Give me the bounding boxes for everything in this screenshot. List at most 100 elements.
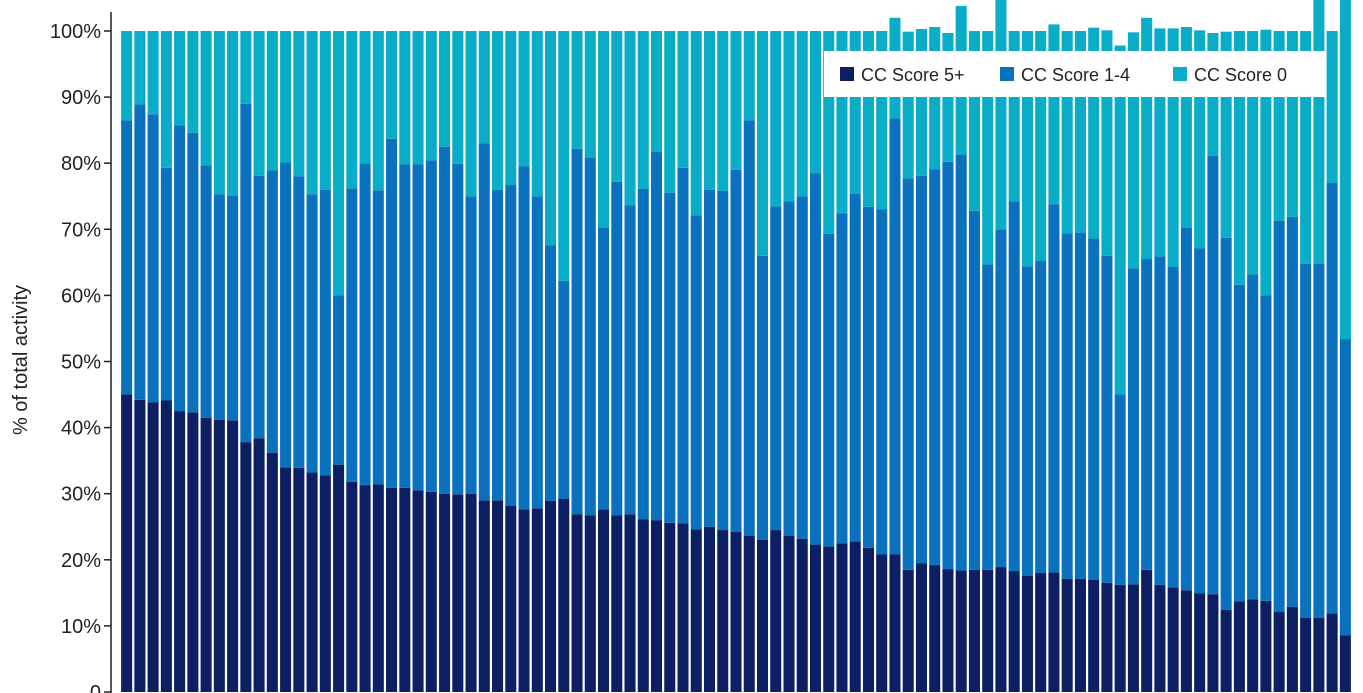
bar-segment-3-90 — [1300, 31, 1312, 264]
bar-segment-1-70 — [1035, 573, 1047, 692]
bar-segment-2-66 — [982, 264, 994, 570]
bar-segment-2-77 — [1127, 268, 1139, 585]
bar-segment-2-39 — [624, 205, 636, 515]
bar-segment-2-49 — [756, 255, 769, 540]
bar-segment-3-41 — [650, 31, 663, 152]
bar-segment-1-16 — [319, 475, 331, 692]
bar-segment-3-5 — [174, 31, 186, 126]
bar-segment-2-5 — [174, 125, 186, 412]
bar-segment-1-90 — [1300, 617, 1312, 692]
bar-segment-2-74 — [1088, 238, 1100, 580]
bar-segment-1-76 — [1114, 584, 1126, 692]
bar-segment-3-70 — [1035, 31, 1047, 262]
bar-segment-2-45 — [703, 189, 716, 527]
bar-segment-3-84 — [1220, 31, 1232, 238]
bar-segment-1-8 — [213, 419, 225, 692]
axes-layer: 0 10% 20% 30% 40% 50% 60% 70% 80% 90% 100% — [50, 12, 112, 693]
bar-segment-3-51 — [783, 31, 795, 202]
y-tick-label: 40% — [61, 418, 101, 440]
bar-segment-3-40 — [637, 31, 649, 189]
bar-segment-3-35 — [571, 31, 583, 149]
bar-segment-3-73 — [1074, 31, 1086, 233]
bar-segment-2-64 — [955, 154, 967, 571]
bar-segment-3-15 — [306, 31, 318, 195]
bar-segment-3-77 — [1127, 32, 1139, 269]
bar-segment-3-58 — [876, 31, 888, 210]
bar-segment-1-72 — [1061, 578, 1073, 692]
bar-segment-2-59 — [889, 118, 901, 555]
bar-segment-2-92 — [1326, 183, 1338, 614]
bar-segment-2-84 — [1220, 237, 1232, 611]
bar-segment-2-52 — [796, 196, 808, 539]
bar-segment-3-81 — [1180, 27, 1192, 228]
bar-segment-2-16 — [319, 189, 331, 476]
bar-segment-2-12 — [266, 170, 278, 453]
bar-segment-1-61 — [915, 563, 927, 692]
bar-segment-3-63 — [942, 32, 954, 162]
bar-segment-1-74 — [1088, 579, 1100, 692]
bar-segment-3-53 — [809, 31, 822, 174]
bar-segment-1-88 — [1273, 612, 1285, 692]
bar-segment-1-46 — [717, 530, 729, 692]
bar-segment-3-69 — [1021, 31, 1033, 267]
bar-segment-2-43 — [677, 167, 689, 524]
bar-segment-2-87 — [1260, 295, 1272, 601]
bar-segment-3-8 — [213, 31, 225, 195]
bar-segment-3-39 — [624, 31, 636, 206]
bar-segment-3-50 — [770, 31, 782, 207]
bar-segment-1-41 — [650, 520, 663, 692]
bar-segment-1-53 — [809, 544, 822, 692]
bar-segment-2-22 — [399, 164, 411, 488]
bar-segment-3-85 — [1233, 31, 1245, 285]
bar-segment-3-30 — [505, 31, 517, 186]
bar-segment-1-2 — [134, 399, 146, 692]
bar-segment-3-89 — [1286, 31, 1298, 217]
bar-segment-2-82 — [1194, 248, 1206, 594]
bar-segment-2-44 — [690, 215, 702, 530]
bar-segment-1-3 — [147, 402, 159, 692]
bar-segment-2-46 — [717, 190, 729, 531]
bar-segment-3-37 — [598, 31, 610, 228]
bar-segment-2-88 — [1273, 220, 1285, 613]
bar-segment-2-23 — [412, 164, 424, 491]
legend-items: CC Score 5+ CC Score 1-4 CC Score 0 — [840, 65, 1287, 85]
bar-segment-3-16 — [319, 31, 331, 190]
y-ticks: 0 10% 20% 30% 40% 50% 60% 70% 80% 90% 100% — [50, 21, 111, 693]
bar-segment-1-64 — [955, 570, 967, 692]
bar-segment-2-29 — [492, 189, 504, 501]
bar-segment-2-61 — [915, 175, 927, 564]
bar-segment-3-10 — [240, 31, 252, 104]
bar-segment-2-26 — [452, 163, 464, 495]
bar-segment-1-68 — [1008, 571, 1020, 692]
bar-segment-2-28 — [478, 143, 490, 501]
bar-segment-1-26 — [452, 494, 464, 692]
bar-segment-3-54 — [823, 31, 835, 234]
bar-segment-1-91 — [1313, 617, 1325, 692]
bar-segment-3-33 — [545, 31, 557, 246]
bar-segment-2-18 — [346, 188, 358, 482]
bar-segment-1-44 — [690, 529, 702, 692]
bar-segment-2-83 — [1207, 155, 1219, 595]
bar-segment-1-40 — [637, 519, 649, 692]
bar-segment-3-20 — [372, 31, 384, 191]
bar-segment-3-2 — [134, 31, 146, 105]
bar-segment-2-93 — [1339, 339, 1351, 636]
bar-segment-1-39 — [624, 514, 636, 692]
bar-segment-3-43 — [677, 31, 689, 168]
bars-layer — [121, 0, 1351, 692]
bar-segment-2-11 — [253, 175, 265, 439]
bar-segment-3-48 — [743, 31, 755, 121]
bar-segment-2-58 — [876, 209, 888, 555]
bar-segment-2-15 — [306, 194, 318, 473]
bar-segment-1-47 — [730, 532, 742, 692]
bar-segment-3-65 — [968, 31, 980, 211]
bar-segment-1-29 — [492, 500, 504, 692]
bar-segment-3-88 — [1273, 31, 1285, 221]
bar-segment-1-22 — [399, 487, 411, 692]
bar-segment-3-76 — [1114, 45, 1126, 395]
bar-segment-1-38 — [611, 515, 623, 692]
bar-segment-2-3 — [147, 114, 159, 403]
legend: CC Score 5+ CC Score 1-4 CC Score 0 — [824, 51, 1326, 97]
bar-segment-2-21 — [386, 138, 398, 488]
